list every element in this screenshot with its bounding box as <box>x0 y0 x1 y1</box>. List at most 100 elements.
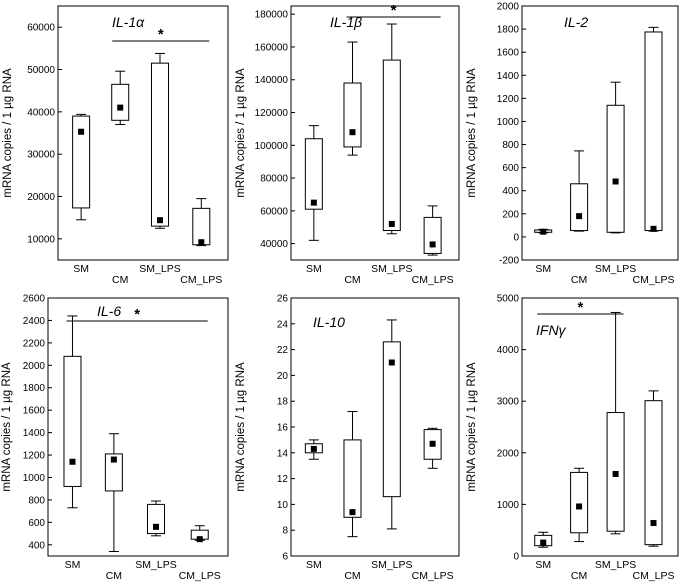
mean-marker <box>78 128 85 135</box>
mean-marker <box>69 458 76 465</box>
y-axis-label: mRNA copies / 1 µg RNA <box>235 362 247 492</box>
y-tick-label: 40000 <box>27 107 55 118</box>
significance-label: * <box>134 306 140 323</box>
y-axis-label: mRNA copies / 1 µg RNA <box>466 68 478 198</box>
box-CM <box>343 41 362 156</box>
y-tick-label: 600 <box>28 518 45 529</box>
category-label: SM_LPS <box>595 559 636 571</box>
panel-5: 0 1000 2000 3000 4000 5000 mRNA copies / 1 µg … <box>466 294 679 582</box>
box-iqr <box>570 183 589 232</box>
y-tick-label: 800 <box>28 495 45 506</box>
category-label: SM <box>65 559 81 571</box>
category-label: SM <box>306 263 322 275</box>
category-label: CM_LPS <box>633 274 675 286</box>
mean-marker <box>117 104 124 111</box>
box-iqr <box>147 503 165 535</box>
y-tick-label: 8 <box>282 526 288 537</box>
box-CM_LPS <box>423 427 442 469</box>
y-tick-label: 120000 <box>255 108 289 119</box>
mean-marker <box>429 440 436 447</box>
box-iqr <box>151 62 169 227</box>
category-label: SM_LPS <box>371 559 412 571</box>
panel-0: 10000 20000 30000 40000 50000 60000 mRNA copie… <box>2 5 229 286</box>
y-tick-label: 1600 <box>23 406 46 417</box>
y-tick-label: 40000 <box>260 239 288 250</box>
y-tick-label: 2400 <box>23 316 46 327</box>
y-tick-label: 400 <box>28 540 45 551</box>
mean-marker <box>196 536 203 543</box>
y-tick-label: 18 <box>277 397 289 408</box>
box-CM <box>570 467 589 543</box>
mean-marker <box>388 359 395 366</box>
y-tick-label: 5000 <box>497 294 520 305</box>
y-tick-label: -200 <box>499 256 519 267</box>
box-iqr <box>304 138 323 210</box>
y-tick-label: 60000 <box>260 206 288 217</box>
y-tick-label: 1200 <box>497 94 520 105</box>
mean-marker <box>650 519 657 526</box>
y-tick-label: 160000 <box>255 42 289 53</box>
y-tick-label: 1400 <box>23 428 46 439</box>
category-label: SM <box>535 559 551 571</box>
mean-marker <box>388 220 395 227</box>
y-tick-label: 1200 <box>23 451 46 462</box>
mean-marker <box>612 178 619 185</box>
y-axis-label: mRNA copies / 1 µg RNA <box>235 68 247 198</box>
y-axis-label: mRNA copies / 1 µg RNA <box>2 68 14 198</box>
panel-1: 40000 60000 80000 100000 120000 140000 160000 1… <box>235 2 460 286</box>
y-tick-label: 3000 <box>497 397 520 408</box>
category-label: SM <box>306 559 322 571</box>
panel-title: IL-10 <box>313 314 345 330</box>
mean-marker <box>310 199 317 206</box>
category-label: CM_LPS <box>412 570 454 582</box>
box-SM <box>304 439 323 460</box>
box-SM <box>534 531 553 548</box>
y-tick-label: 10000 <box>27 234 55 245</box>
category-label: CM <box>571 274 587 286</box>
box-SM_LPS <box>606 311 625 535</box>
panel-title: IL-2 <box>564 14 588 30</box>
category-label: SM_LPS <box>595 263 636 275</box>
y-tick-label: 12 <box>277 474 289 485</box>
y-tick-label: 60000 <box>27 23 55 34</box>
y-tick-label: 50000 <box>27 65 55 76</box>
y-tick-label: 24 <box>277 319 289 330</box>
panel-4: 6 8 10 12 14 16 18 20 22 24 26 mRNA copies / 1 µg R… <box>235 294 460 582</box>
box-iqr <box>570 471 589 534</box>
box-CM_LPS <box>192 198 211 247</box>
box-iqr <box>644 400 663 546</box>
y-tick-label: 1000 <box>497 117 520 128</box>
box-SM <box>534 228 553 235</box>
y-tick-label: 0 <box>513 232 519 243</box>
y-tick-label: 1000 <box>23 473 46 484</box>
box-SM_LPS <box>147 500 165 537</box>
plot-frame <box>521 5 679 261</box>
box-CM_LPS <box>644 26 663 232</box>
box-iqr <box>343 82 362 148</box>
box-iqr <box>423 216 442 254</box>
mean-marker <box>310 445 317 452</box>
category-label: SM_LPS <box>371 263 412 275</box>
y-tick-label: 100000 <box>255 141 289 152</box>
panel-title: IL-1β <box>330 14 362 30</box>
y-tick-label: 1000 <box>497 500 520 511</box>
plot-frame <box>47 297 229 557</box>
y-tick-label: 26 <box>277 294 289 305</box>
y-axis-label: mRNA copies / 1 µg RNA <box>466 362 478 492</box>
y-tick-label: 2200 <box>23 338 46 349</box>
y-tick-label: 800 <box>502 140 519 151</box>
box-SM_LPS <box>382 23 401 235</box>
category-label: CM <box>344 570 360 582</box>
y-tick-label: 4000 <box>497 345 520 356</box>
y-tick-label: 0 <box>513 552 519 563</box>
y-tick-label: 2600 <box>23 294 46 305</box>
panel-3: 400 600 800 1000 1200 1400 1600 1800 2000 2200 240… <box>1 294 229 582</box>
significance-label: * <box>158 26 164 43</box>
y-tick-label: 80000 <box>260 174 288 185</box>
box-CM <box>104 433 123 553</box>
box-iqr <box>382 59 401 232</box>
y-tick-label: 180000 <box>255 10 289 21</box>
box-iqr <box>343 439 362 518</box>
y-tick-label: 2000 <box>23 361 46 372</box>
